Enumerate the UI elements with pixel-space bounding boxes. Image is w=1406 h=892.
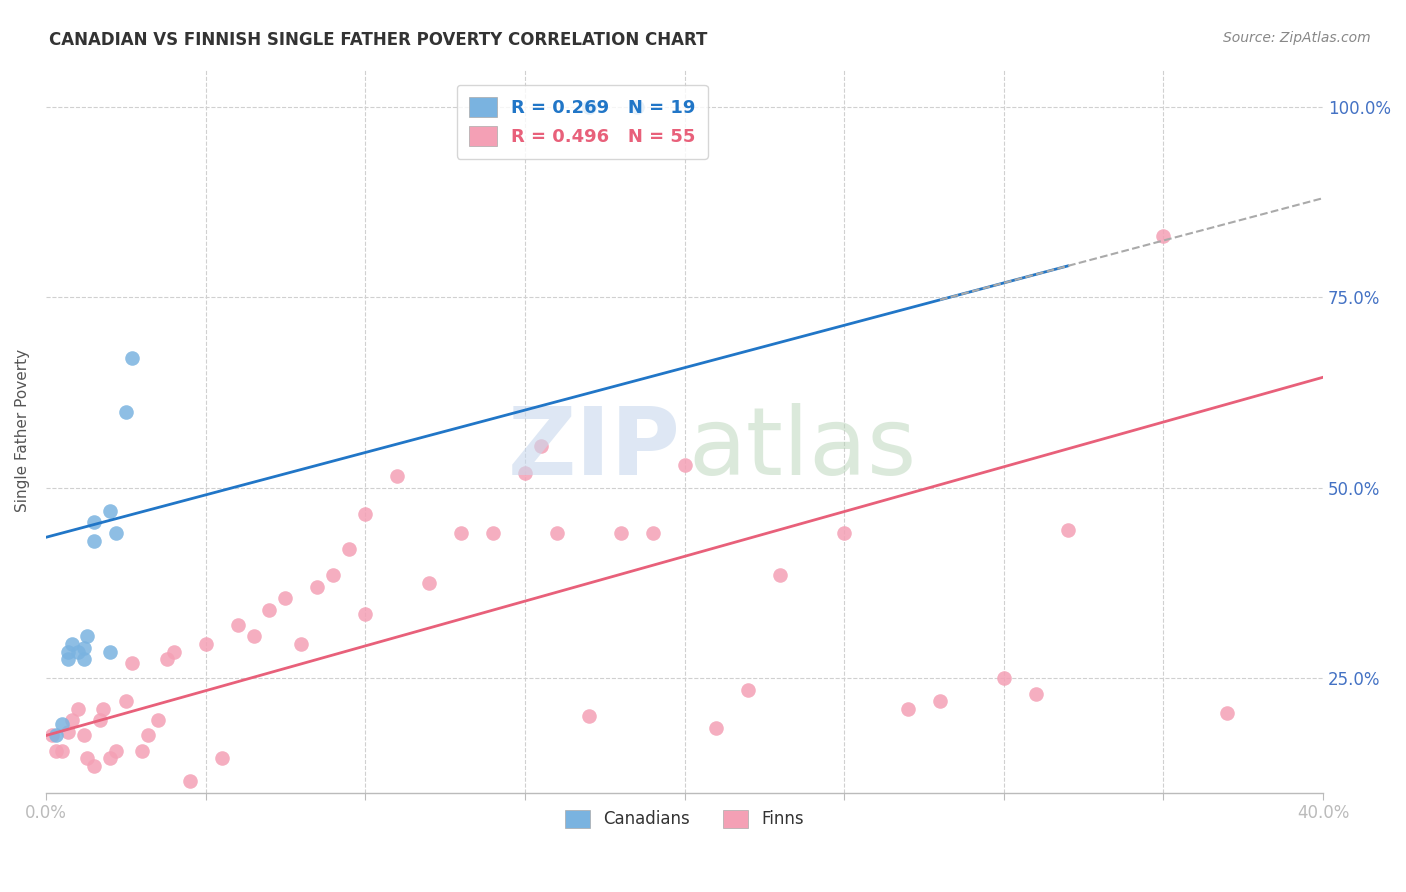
Point [98,751,121,765]
Point [105,526,128,541]
Point [76,629,98,643]
Point [121,656,143,670]
Point [89,713,111,727]
Point [194,637,217,651]
Point [179,774,201,789]
Point [45,729,67,743]
Point [66,702,89,716]
Point [578,100,600,114]
Point [706,721,728,735]
Point [418,576,440,591]
Point [83,759,105,773]
Point [114,694,136,708]
Point [114,404,136,418]
Point [41,729,63,743]
Point [60,713,83,727]
Point [578,100,600,114]
Point [93,702,115,716]
Point [242,629,264,643]
Point [897,702,920,716]
Point [354,607,377,621]
Point [626,100,648,114]
Point [354,508,377,522]
Point [131,744,153,758]
Point [609,526,631,541]
Point [156,652,179,666]
Point [385,469,408,483]
Y-axis label: Single Father Poverty: Single Father Poverty [15,349,30,512]
Point [98,503,121,517]
Point [546,526,568,541]
Point [146,713,169,727]
Point [73,640,96,655]
Point [60,637,83,651]
Point [51,717,73,731]
Legend: Canadians, Finns: Canadians, Finns [558,803,811,835]
Point [274,591,297,606]
Point [58,724,80,739]
Point [513,466,536,480]
Text: atlas: atlas [689,402,917,495]
Point [737,682,759,697]
Point [121,351,143,366]
Point [1025,687,1047,701]
Point [83,534,105,549]
Point [83,515,105,529]
Point [578,709,600,723]
Point [211,751,233,765]
Point [482,526,505,541]
Point [929,694,952,708]
Point [307,580,329,594]
Point [66,645,89,659]
Point [290,637,312,651]
Text: Source: ZipAtlas.com: Source: ZipAtlas.com [1223,31,1371,45]
Point [58,645,80,659]
Point [259,603,281,617]
Point [322,568,344,582]
Point [226,618,249,632]
Point [105,744,128,758]
Point [58,652,80,666]
Point [1056,523,1078,537]
Point [530,439,553,453]
Point [76,751,98,765]
Point [1216,706,1239,720]
Text: CANADIAN VS FINNISH SINGLE FATHER POVERTY CORRELATION CHART: CANADIAN VS FINNISH SINGLE FATHER POVERT… [49,31,707,49]
Point [673,458,696,472]
Point [450,526,472,541]
Text: ZIP: ZIP [508,402,681,495]
Point [337,541,360,556]
Point [51,744,73,758]
Point [993,671,1015,685]
Point [98,645,121,659]
Point [73,652,96,666]
Point [73,729,96,743]
Point [136,729,159,743]
Point [641,526,664,541]
Point [45,744,67,758]
Point [1153,229,1175,244]
Point [163,645,186,659]
Point [832,526,855,541]
Point [769,568,792,582]
